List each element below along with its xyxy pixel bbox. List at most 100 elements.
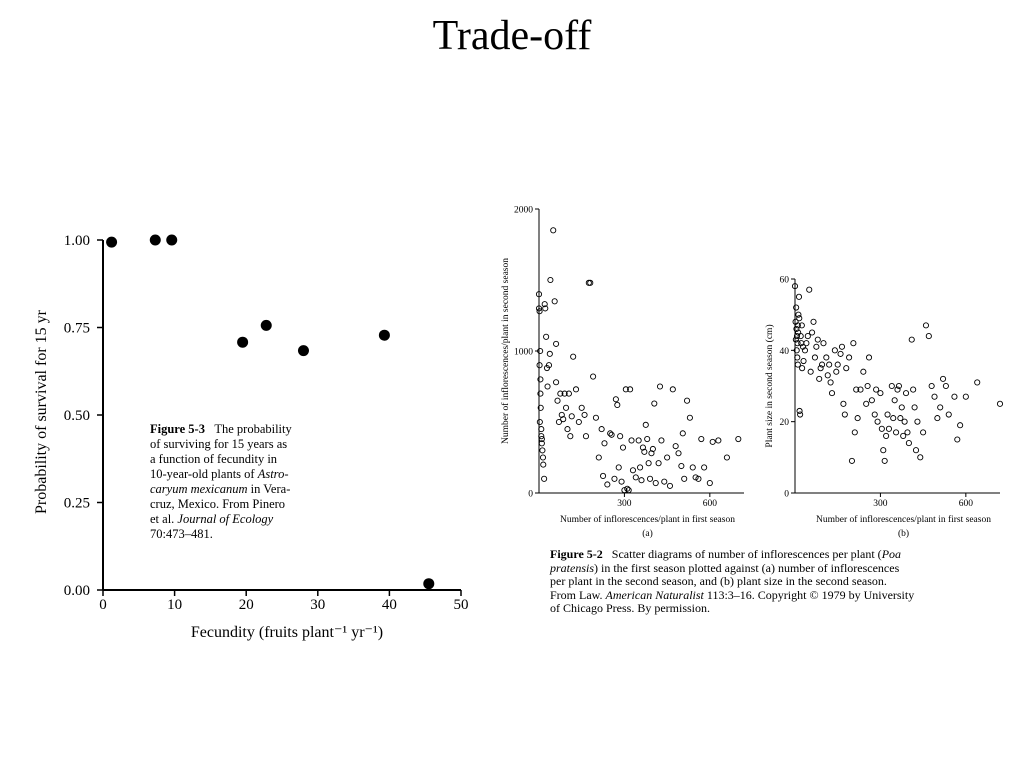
fig2a-data-point <box>622 386 629 393</box>
fig2b-data-point <box>823 354 830 361</box>
fig2b-data-point <box>912 447 920 454</box>
fig2b-data-point <box>793 304 800 311</box>
figure-5-3-caption: Figure 5-3 The probability of surviving … <box>150 422 322 542</box>
fig2a-data-point <box>538 426 545 433</box>
fig3-x-tick-label: 0 <box>99 597 107 613</box>
fig2b-data-point <box>831 347 838 354</box>
fig2a-data-point <box>686 414 693 421</box>
fig2b-data-point <box>803 340 810 347</box>
fig2b-y-tick-label: 40 <box>780 347 790 357</box>
fig2b-data-point <box>804 333 811 340</box>
fig2a-data-point <box>581 411 588 418</box>
fig2a-data-point <box>639 444 646 451</box>
fig2a-data-point <box>564 426 571 433</box>
fig2a-data-point <box>618 478 625 485</box>
fig2a-panel: 300 600 0 1000 2000 Number of inflorescences/… <box>500 206 744 539</box>
fig2a-data-point <box>604 481 611 488</box>
fig2b-data-point <box>850 340 857 347</box>
fig2b-data-point <box>894 386 901 393</box>
fig2b-data-point <box>851 429 858 436</box>
fig2a-data-point <box>635 437 642 444</box>
fig3-data-point <box>378 329 390 341</box>
fig2a-data-point <box>655 460 662 467</box>
fig2a-x-axis-label: Number of inflorescences/plant in first … <box>560 514 735 525</box>
fig2a-data-point <box>692 474 699 481</box>
fig2b-data-point <box>910 386 917 393</box>
fig2a-data-point <box>617 433 624 440</box>
fig2a-data-point <box>641 448 648 455</box>
fig2a-data-point <box>541 301 548 308</box>
fig2a-panel-label: (a) <box>642 528 653 539</box>
fig2-caption-l5: of Chicago Press. By permission. <box>550 601 710 615</box>
fig2a-data-point <box>638 477 645 484</box>
fig2b-x-axis-label: Number of inflorescences/plant in first … <box>816 514 991 525</box>
fig2b-data-point <box>885 425 893 432</box>
fig2a-y-axis-label: Number of inflorescences/plant in second… <box>500 258 511 444</box>
fig2a-data-point <box>645 460 652 467</box>
fig2b-x-tick-label: 600 <box>959 499 974 509</box>
fig3-y-tick-label: 0.50 <box>64 408 90 424</box>
fig2a-data-point <box>695 475 702 482</box>
fig3-caption-line4a: 10-year-old plants of <box>150 467 258 481</box>
fig2b-data-point <box>878 425 885 432</box>
fig3-data-point <box>166 234 178 246</box>
fig2b-x-tick-label: 300 <box>873 499 888 509</box>
fig2b-data-point <box>937 404 944 411</box>
fig3-x-tick-label: 30 <box>310 597 325 613</box>
fig3-caption-line6: cruz, Mexico. From Pinero <box>150 497 286 511</box>
fig2b-data-point <box>962 393 969 400</box>
fig2b-data-point <box>834 361 841 368</box>
fig2a-data-point <box>612 396 619 403</box>
fig2b-data-point <box>974 379 981 386</box>
fig2-caption-l2a: pratensis <box>550 560 595 575</box>
fig3-data-point <box>260 319 272 331</box>
fig2a-data-point <box>536 418 543 426</box>
fig2b-data-point <box>809 329 816 336</box>
fig2a-data-point <box>669 386 676 393</box>
fig2a-data-point <box>539 447 546 454</box>
fig2b-panel-label: (b) <box>898 528 909 539</box>
fig2b-data-point <box>800 357 807 365</box>
fig2b-data-point <box>925 333 932 340</box>
fig2a-data-point <box>578 404 585 411</box>
fig2b-data-point <box>893 429 900 436</box>
fig2b-data-point <box>873 386 880 393</box>
fig2b-data-point <box>806 286 813 293</box>
fig2-caption-l3: per plant in the second season, and (b) … <box>550 574 887 588</box>
fig2a-data-point <box>598 426 605 433</box>
fig2b-data-point <box>796 315 803 322</box>
fig2a-data-point <box>562 404 570 411</box>
fig2b-data-point <box>874 418 881 425</box>
fig3-x-tick-label: 10 <box>167 597 182 613</box>
fig2b-data-point <box>914 418 921 425</box>
fig2-caption-l4c: 113:3–16. Copyright © 1979 by University <box>703 587 915 602</box>
fig2b-data-point <box>817 365 824 372</box>
fig2a-data-point <box>540 461 547 468</box>
fig2b-data-point <box>857 386 864 393</box>
fig2a-data-point <box>537 390 544 397</box>
fig2a-data-point <box>644 435 651 443</box>
fig2b-data-point <box>898 404 905 411</box>
fig3-data-point <box>237 336 249 348</box>
fig3-data-point <box>149 234 161 246</box>
fig2a-data-point <box>627 386 634 393</box>
fig2a-data-point <box>555 418 562 426</box>
fig2a-data-point <box>554 397 561 404</box>
fig2a-data-point <box>538 440 545 447</box>
fig2b-y-axis-label: Plant size in second season (cm) <box>764 324 775 447</box>
fig2b-data-point <box>795 311 802 318</box>
fig2b-data-point <box>794 361 801 368</box>
fig2b-data-point <box>854 415 861 422</box>
fig2a-data-point <box>679 430 686 437</box>
fig3-caption-line2: of surviving for 15 years as <box>150 437 288 451</box>
fig2b-data-point <box>883 432 890 439</box>
fig2a-data-point <box>536 362 543 369</box>
fig2a-data-point <box>628 437 635 444</box>
fig2b-data-point <box>813 343 820 350</box>
fig2a-data-point <box>675 450 682 457</box>
fig2b-data-point <box>884 411 891 418</box>
fig2a-data-point <box>543 333 550 340</box>
fig2a-data-point <box>608 431 615 438</box>
fig2a-data-point <box>550 227 557 234</box>
